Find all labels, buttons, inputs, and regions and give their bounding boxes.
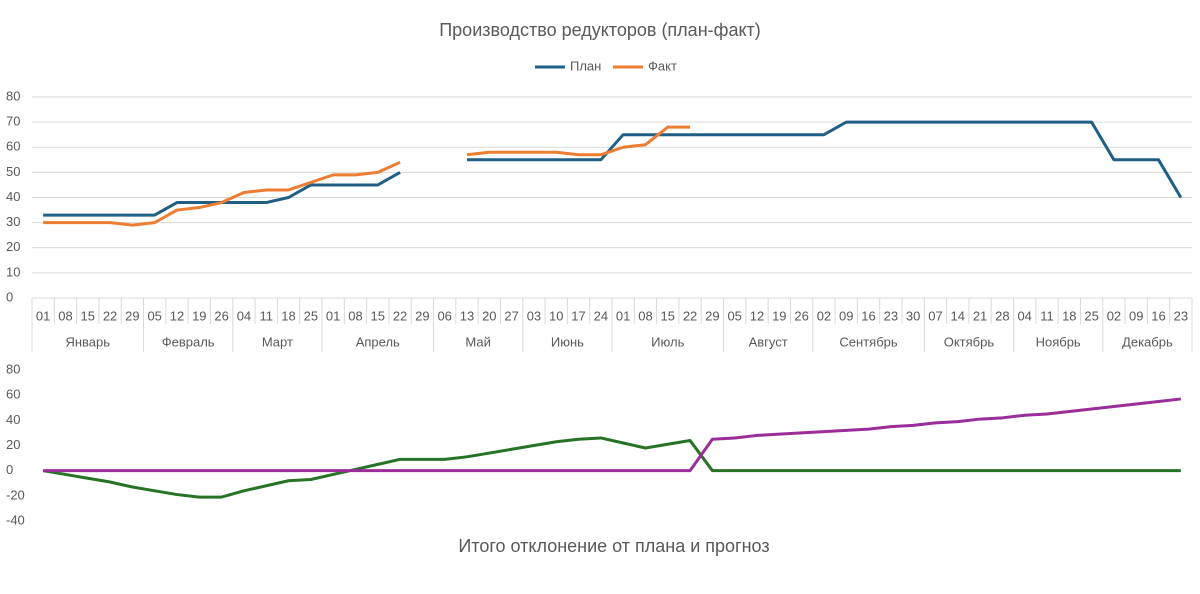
y-tick-label: 0 — [6, 289, 13, 304]
y-tick-label: 60 — [6, 387, 20, 402]
x-tick-label: 28 — [995, 308, 1009, 323]
series-line — [42, 436, 1181, 499]
chart-title: Итого отклонение от плана и прогноз — [458, 536, 769, 556]
legend-label: План — [570, 58, 601, 73]
x-tick-label: 20 — [482, 308, 496, 323]
x-tick-label: 02 — [817, 308, 831, 323]
y-tick-label: 40 — [6, 412, 20, 427]
x-tick-label: 01 — [36, 308, 50, 323]
x-tick-label: 19 — [772, 308, 786, 323]
x-group-label: Декабрь — [1122, 334, 1173, 349]
x-tick-label: 02 — [1107, 308, 1121, 323]
x-tick-label: 10 — [549, 308, 563, 323]
x-group-label: Июль — [651, 334, 684, 349]
x-tick-label: 27 — [504, 308, 518, 323]
x-tick-label: 16 — [1151, 308, 1165, 323]
x-tick-label: 29 — [125, 308, 139, 323]
x-group-label: Январь — [65, 334, 110, 349]
y-tick-label: 20 — [6, 239, 20, 254]
y-tick-label: 0 — [6, 462, 13, 477]
x-group-label: Сентябрь — [839, 334, 897, 349]
x-tick-label: 05 — [727, 308, 741, 323]
x-group-label: Ноябрь — [1036, 334, 1081, 349]
x-tick-label: 16 — [861, 308, 875, 323]
x-tick-label: 26 — [214, 308, 228, 323]
x-tick-label: 24 — [594, 308, 608, 323]
x-group-label: Май — [465, 334, 490, 349]
x-tick-label: 18 — [1062, 308, 1076, 323]
x-tick-label: 03 — [527, 308, 541, 323]
y-tick-label: 70 — [6, 114, 20, 129]
x-tick-label: 12 — [170, 308, 184, 323]
x-tick-label: 23 — [1174, 308, 1188, 323]
x-group-label: Март — [262, 334, 293, 349]
x-tick-label: 01 — [616, 308, 630, 323]
x-tick-label: 01 — [326, 308, 340, 323]
x-tick-label: 09 — [1129, 308, 1143, 323]
y-tick-label: -40 — [6, 512, 25, 527]
y-tick-label: 80 — [6, 361, 20, 376]
y-tick-label: -20 — [6, 487, 25, 502]
y-tick-label: 50 — [6, 164, 20, 179]
x-group-label: Октябрь — [944, 334, 995, 349]
x-tick-label: 22 — [103, 308, 117, 323]
x-tick-label: 17 — [571, 308, 585, 323]
x-tick-label: 15 — [371, 308, 385, 323]
x-tick-label: 04 — [1017, 308, 1031, 323]
x-tick-label: 26 — [794, 308, 808, 323]
series-line — [43, 125, 691, 227]
y-tick-label: 20 — [6, 437, 20, 452]
series-line — [43, 120, 1183, 217]
chart-title: Производство редукторов (план-факт) — [439, 20, 761, 40]
x-tick-label: 04 — [237, 308, 251, 323]
x-tick-label: 07 — [928, 308, 942, 323]
y-tick-label: 40 — [6, 189, 20, 204]
x-tick-label: 11 — [259, 308, 273, 323]
x-tick-label: 06 — [437, 308, 451, 323]
series-line — [43, 397, 1182, 473]
x-tick-label: 08 — [348, 308, 362, 323]
x-tick-label: 25 — [1084, 308, 1098, 323]
y-tick-label: 60 — [6, 139, 20, 154]
x-group-label: Июнь — [551, 334, 584, 349]
x-tick-label: 14 — [951, 308, 965, 323]
legend-label: Факт — [648, 58, 677, 73]
x-tick-label: 18 — [281, 308, 295, 323]
x-group-label: Август — [749, 334, 788, 349]
x-tick-label: 11 — [1040, 308, 1054, 323]
x-tick-label: 25 — [304, 308, 318, 323]
x-tick-label: 29 — [705, 308, 719, 323]
x-tick-label: 22 — [683, 308, 697, 323]
x-tick-label: 21 — [973, 308, 987, 323]
x-tick-label: 12 — [750, 308, 764, 323]
x-tick-label: 09 — [839, 308, 853, 323]
y-tick-label: 30 — [6, 214, 20, 229]
x-tick-label: 08 — [638, 308, 652, 323]
x-tick-label: 30 — [906, 308, 920, 323]
x-tick-label: 29 — [415, 308, 429, 323]
x-group-label: Апрель — [356, 334, 400, 349]
x-tick-label: 15 — [661, 308, 675, 323]
x-tick-label: 22 — [393, 308, 407, 323]
x-tick-label: 23 — [884, 308, 898, 323]
x-tick-label: 08 — [58, 308, 72, 323]
x-tick-label: 19 — [192, 308, 206, 323]
x-tick-label: 05 — [147, 308, 161, 323]
x-tick-label: 15 — [81, 308, 95, 323]
y-tick-label: 10 — [6, 264, 20, 279]
y-tick-label: 80 — [6, 88, 20, 103]
x-tick-label: 13 — [460, 308, 474, 323]
x-group-label: Февраль — [162, 334, 215, 349]
